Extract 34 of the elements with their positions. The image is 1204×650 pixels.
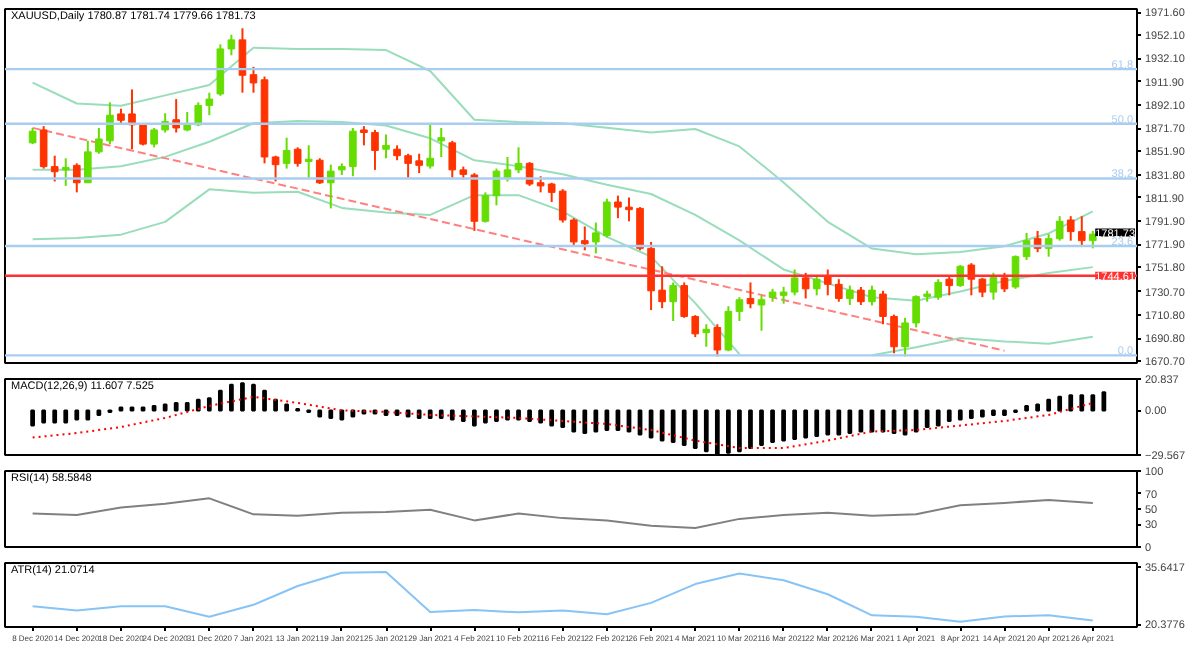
candlestick	[84, 139, 92, 184]
candlestick	[249, 65, 258, 94]
candlestick	[746, 281, 755, 310]
candlestick	[282, 136, 291, 170]
candlestick	[1000, 271, 1009, 294]
candlestick	[382, 133, 390, 160]
candlestick	[172, 98, 180, 134]
candlestick	[812, 274, 821, 297]
candlestick	[271, 154, 280, 183]
candlestick	[702, 323, 711, 348]
candlestick	[514, 146, 523, 175]
candlestick	[1022, 231, 1031, 261]
candlestick	[315, 157, 324, 186]
line-series	[31, 395, 1094, 450]
candlestick	[1055, 215, 1064, 242]
line-series	[31, 46, 1094, 256]
candlestick	[757, 294, 766, 332]
candlestick	[713, 323, 722, 358]
candlestick	[61, 157, 70, 187]
candlestick	[989, 271, 998, 301]
candlestick	[669, 281, 677, 322]
candlestick	[238, 27, 247, 94]
candlestick	[868, 284, 876, 307]
candlestick	[724, 305, 733, 353]
candlestick	[470, 172, 479, 232]
candlestick	[293, 146, 302, 168]
candlestick	[304, 144, 313, 179]
candlestick	[801, 271, 810, 300]
candlestick	[426, 123, 434, 170]
candlestick	[945, 274, 954, 297]
line-series	[31, 497, 1094, 529]
candlestick	[846, 284, 854, 306]
candlestick	[437, 126, 446, 158]
candlestick	[735, 296, 744, 322]
